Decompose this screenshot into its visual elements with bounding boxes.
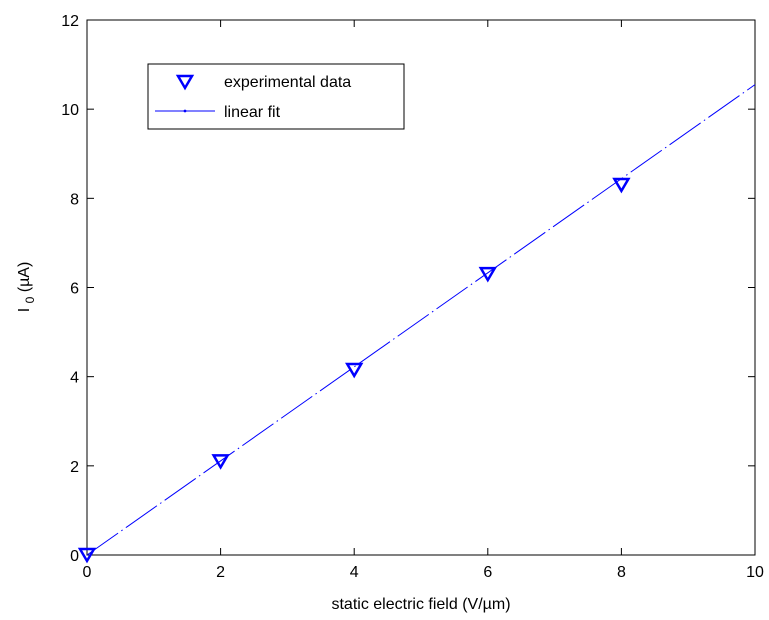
y-tick-label: 10 bbox=[61, 102, 79, 119]
y-tick-label: 8 bbox=[70, 191, 79, 208]
x-tick-label: 0 bbox=[83, 564, 92, 581]
x-tick-label: 8 bbox=[617, 564, 626, 581]
y-axis-label-rest: (µA) bbox=[16, 262, 33, 293]
data-point bbox=[478, 266, 497, 283]
y-tick-label: 2 bbox=[70, 459, 79, 476]
legend-line-dot bbox=[183, 109, 187, 113]
y-axis-label-main: I bbox=[16, 308, 33, 312]
legend-symbols bbox=[155, 74, 215, 113]
y-axis-label: I 0 (µA) bbox=[16, 262, 38, 313]
x-axis-label: static electric field (V/µm) bbox=[331, 596, 510, 613]
y-tick-label: 0 bbox=[70, 548, 79, 565]
legend-label-experimental-data: experimental data bbox=[224, 74, 351, 91]
legend-marker-triangle bbox=[175, 74, 195, 91]
y-tick-label: 4 bbox=[70, 370, 79, 387]
y-tick-label: 6 bbox=[70, 281, 79, 298]
data-point bbox=[345, 362, 364, 379]
x-tick-label: 2 bbox=[216, 564, 225, 581]
y-tick-label: 12 bbox=[61, 13, 79, 30]
x-tick-label: 10 bbox=[746, 564, 764, 581]
fit-line bbox=[86, 84, 756, 556]
data-point bbox=[211, 454, 230, 470]
legend-label-linear-fit: linear fit bbox=[224, 104, 281, 121]
x-tick-label: 4 bbox=[350, 564, 359, 581]
y-axis-label-sub: 0 bbox=[23, 296, 37, 303]
ticks-layer: 0 2 4 6 8 10 0 2 4 6 8 10 12 bbox=[61, 13, 764, 581]
data-point bbox=[77, 547, 97, 564]
x-tick-label: 6 bbox=[483, 564, 492, 581]
legend: experimental data linear fit bbox=[147, 63, 405, 130]
series-layer bbox=[77, 84, 756, 564]
